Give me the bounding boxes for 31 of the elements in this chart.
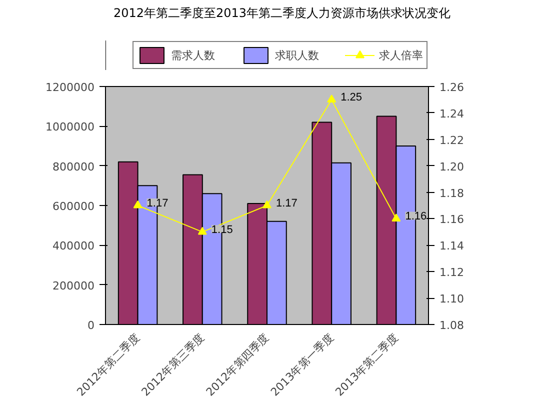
data-label: 1.16 (405, 210, 427, 223)
point (198, 226, 207, 235)
y2-tick-label: 1.26 (440, 81, 464, 94)
y-tick-label: 600000 (52, 200, 95, 213)
y2-tick-label: 1.22 (440, 134, 464, 147)
y-tick-label: 0 (88, 319, 94, 332)
y2-tick-label: 1.24 (440, 107, 464, 120)
y2-tick-label: 1.20 (440, 160, 464, 174)
point (262, 200, 272, 208)
legend-label: 求人倍率 (379, 48, 423, 62)
y2-tick-label: 1.08 (440, 319, 464, 332)
data-label: 1.17 (276, 198, 298, 210)
y-tick-label: 800000 (52, 160, 95, 174)
data-label: 1.15 (211, 224, 233, 236)
y-tick-label: 1200000 (46, 81, 95, 94)
y2-tick-label: 1.12 (440, 266, 464, 280)
point (327, 94, 336, 103)
y2-tick-label: 1.16 (440, 213, 464, 226)
chart-title: 2012年第二季度至2013年第二季度人力资源市场供求状况变化 (113, 5, 451, 22)
legend-label: 需求人数 (171, 48, 215, 62)
y-tick-label: 400000 (52, 240, 95, 253)
point (133, 200, 142, 208)
y2-tick-label: 1.18 (440, 186, 464, 200)
data-label: 1.17 (146, 198, 168, 210)
y-tick-label: 200000 (52, 279, 95, 292)
point (392, 214, 401, 222)
y2-tick-label: 1.10 (440, 292, 464, 306)
y-tick-label: 1000000 (46, 120, 95, 134)
legend-label: 求职人数 (275, 48, 319, 62)
data-label: 1.25 (340, 92, 362, 104)
y2-tick-label: 1.14 (440, 240, 464, 253)
